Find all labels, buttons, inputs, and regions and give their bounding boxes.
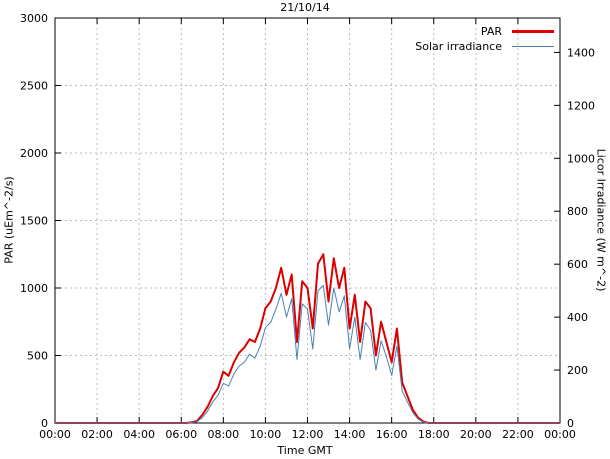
y2-tick-label: 600 (567, 258, 588, 271)
x-tick-label: 12:00 (292, 428, 324, 441)
y-tick-label: 3000 (20, 12, 48, 25)
legend-line-sample-solar (512, 46, 554, 47)
x-axis-label: Time GMT (277, 444, 333, 457)
y-axis-label: PAR (uEm^-2/s) (2, 176, 16, 264)
x-tick-label: 18:00 (418, 428, 450, 441)
legend-item-par: PAR (415, 24, 554, 39)
y2-tick-label: 0 (567, 417, 574, 430)
y-tick-label: 1000 (20, 282, 48, 295)
x-tick-label: 04:00 (123, 428, 155, 441)
x-tick-label: 10:00 (250, 428, 282, 441)
legend-label-solar: Solar irradiance (415, 40, 502, 53)
x-tick-label: 16:00 (376, 428, 408, 441)
y-tick-label: 1500 (20, 215, 48, 228)
y2-tick-label: 1400 (567, 46, 595, 59)
legend-label-par: PAR (480, 25, 502, 38)
x-tick-label: 06:00 (165, 428, 197, 441)
x-tick-label: 00:00 (544, 428, 576, 441)
legend-item-solar: Solar irradiance (415, 39, 554, 54)
x-tick-label: 00:00 (39, 428, 71, 441)
solar-irradiance-line (55, 284, 560, 424)
par-line (55, 253, 560, 424)
y2-tick-label: 800 (567, 205, 588, 218)
y2-axis-label: Licor Irradiance (W m^-2) (594, 148, 608, 292)
x-tick-label: 14:00 (334, 428, 366, 441)
x-tick-label: 08:00 (207, 428, 239, 441)
y2-tick-label: 1000 (567, 152, 595, 165)
y2-tick-label: 200 (567, 364, 588, 377)
legend-line-sample-par (512, 30, 554, 33)
y2-tick-label: 1200 (567, 99, 595, 112)
chart-title: 21/10/14 (280, 1, 330, 14)
y2-tick-label: 400 (567, 311, 588, 324)
legend: PAR Solar irradiance (415, 24, 554, 54)
y-tick-label: 2000 (20, 147, 48, 160)
y-tick-label: 500 (27, 350, 48, 363)
x-tick-label: 02:00 (81, 428, 113, 441)
x-tick-label: 22:00 (502, 428, 534, 441)
y-tick-label: 2500 (20, 80, 48, 93)
y-tick-label: 0 (41, 417, 48, 430)
x-tick-label: 20:00 (460, 428, 492, 441)
